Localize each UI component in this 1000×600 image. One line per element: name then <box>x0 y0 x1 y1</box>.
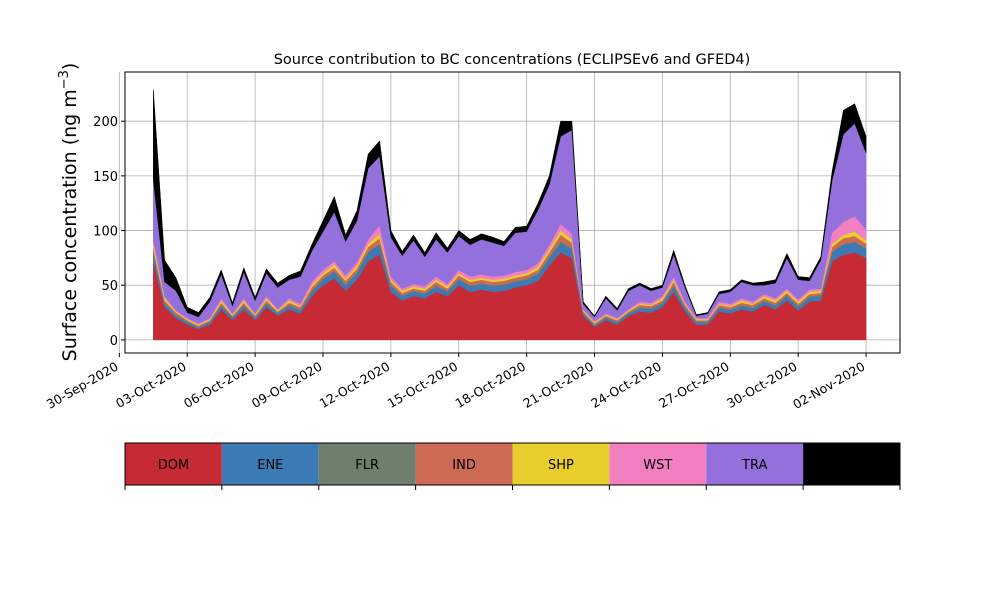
colorbar-legend: DOM ENE FLR IND SHP WST TRA BB <box>124 442 901 490</box>
x-tick-label: 09-Oct-2020 <box>249 359 325 411</box>
legend-label-flr: FLR <box>355 458 379 473</box>
legend-swatch-tra <box>706 443 804 485</box>
legend-swatch-ene <box>221 443 319 485</box>
x-tick-label: 15-Oct-2020 <box>385 359 461 411</box>
y-tick-label: 0 <box>110 334 118 349</box>
legend-swatch-bb <box>803 443 900 485</box>
y-axis-label-close: ) <box>59 63 81 70</box>
y-axis-label-superscript: −3 <box>57 70 72 89</box>
plot-frame <box>124 71 901 354</box>
x-tick-label: 03-Oct-2020 <box>113 359 189 411</box>
x-tick-label: 02-Nov-2020 <box>790 359 868 412</box>
legend-label-ind: IND <box>452 458 476 473</box>
legend-swatch-shp <box>512 443 610 485</box>
legend-label-ene: ENE <box>257 458 283 473</box>
series-area-bb <box>153 89 867 318</box>
x-tick-label: 30-Oct-2020 <box>724 359 800 411</box>
y-axis-label: Surface concentration (ng m−3) <box>57 63 81 362</box>
x-tick-label: 24-Oct-2020 <box>588 359 664 411</box>
chart-title: Source contribution to BC concentrations… <box>274 52 751 68</box>
x-tick-label: 12-Oct-2020 <box>317 359 393 411</box>
legend-label-wst: WST <box>643 458 672 473</box>
x-tick-label: 18-Oct-2020 <box>452 359 528 411</box>
x-tick-label: 21-Oct-2020 <box>520 359 596 411</box>
legend-label-bb: BB <box>843 458 861 473</box>
x-tick-label: 30-Sep-2020 <box>44 359 121 412</box>
legend-label-shp: SHP <box>548 458 574 473</box>
x-tick-label: 06-Oct-2020 <box>181 359 257 411</box>
y-tick-label: 100 <box>93 225 118 240</box>
legend-label-tra: TRA <box>741 458 767 473</box>
x-tick-label: 27-Oct-2020 <box>656 359 732 411</box>
legend-swatch-dom <box>125 443 222 485</box>
legend-label-dom: DOM <box>158 458 189 473</box>
legend-swatch-flr <box>318 443 416 485</box>
stacked-areas <box>153 89 867 341</box>
y-tick-label: 200 <box>93 115 118 130</box>
y-axis-ticks: 0 50 100 150 200 <box>93 115 125 349</box>
legend-swatch-wst <box>609 443 707 485</box>
x-axis-ticks: 30-Sep-202003-Oct-202006-Oct-202009-Oct-… <box>44 353 868 412</box>
y-tick-label: 150 <box>93 170 118 185</box>
y-tick-label: 50 <box>101 279 118 294</box>
y-axis-label-main: Surface concentration (ng m <box>59 89 81 361</box>
legend-swatch-ind <box>415 443 513 485</box>
